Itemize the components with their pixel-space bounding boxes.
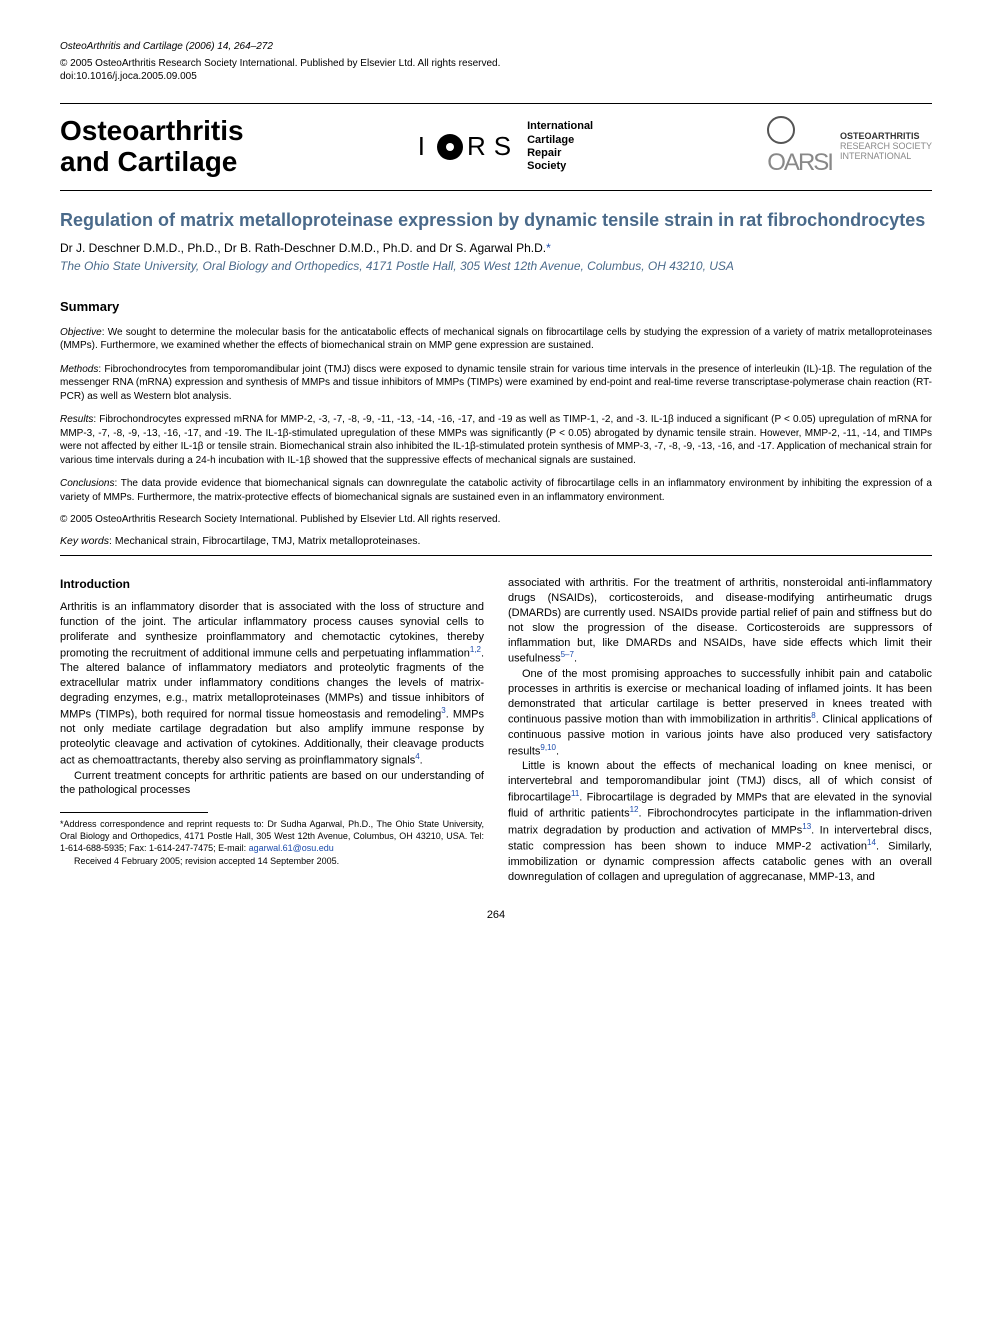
- abstract-objective: Objective: We sought to determine the mo…: [60, 326, 932, 353]
- icrs-letter-s: S: [494, 131, 519, 162]
- authors: Dr J. Deschner D.M.D., Ph.D., Dr B. Rath…: [60, 241, 932, 255]
- p1-d: .: [420, 755, 423, 767]
- icrs-text-3: Repair: [527, 147, 593, 160]
- icrs-dot-icon: [437, 134, 463, 160]
- results-label: Results: [60, 414, 93, 425]
- icrs-letters: I R S: [418, 131, 519, 162]
- objective-label: Objective: [60, 327, 102, 338]
- col2-para-1: associated with arthritis. For the treat…: [508, 576, 932, 667]
- journal-name: OsteoArthritis and Cartilage: [60, 41, 183, 52]
- oarsi-text: OSTEOARTHRITIS RESEARCH SOCIETY INTERNAT…: [840, 132, 932, 162]
- methods-text: : Fibrochondrocytes from temporomandibul…: [60, 364, 932, 402]
- col2-para-3: Little is known about the effects of mec…: [508, 759, 932, 884]
- abstract-copyright: © 2005 OsteoArthritis Research Society I…: [60, 514, 932, 525]
- intro-para-1: Arthritis is an inflammatory disorder th…: [60, 600, 484, 768]
- keywords: Key words: Mechanical strain, Fibrocarti…: [60, 535, 932, 547]
- keywords-text: : Mechanical strain, Fibrocartilage, TMJ…: [109, 535, 420, 547]
- footnote-rule: [60, 812, 208, 813]
- icrs-text-1: International: [527, 120, 593, 133]
- banner-title-line2: and Cartilage: [60, 147, 244, 178]
- footnote-email[interactable]: agarwal.61@osu.edu: [249, 843, 334, 853]
- ref-14[interactable]: 14: [867, 838, 876, 847]
- banner-title-line1: Osteoarthritis: [60, 116, 244, 147]
- column-right: associated with arthritis. For the treat…: [508, 576, 932, 884]
- authors-text: Dr J. Deschner D.M.D., Ph.D., Dr B. Rath…: [60, 241, 546, 255]
- abstract-results: Results: Fibrochondrocytes expressed mRN…: [60, 413, 932, 467]
- icrs-text-2: Cartilage: [527, 134, 593, 147]
- header-meta: OsteoArthritis and Cartilage (2006) 14, …: [60, 40, 932, 83]
- icrs-letter-i: I: [418, 131, 433, 162]
- icrs-text-4: Society: [527, 160, 593, 173]
- corresponding-mark: *: [546, 241, 551, 255]
- correspondence-footnote: *Address correspondence and reprint requ…: [60, 819, 484, 854]
- summary-heading: Summary: [60, 299, 932, 314]
- abstract-conclusions: Conclusions: The data provide evidence t…: [60, 477, 932, 504]
- received-footnote: Received 4 February 2005; revision accep…: [60, 856, 484, 868]
- oarsi-logo-wrap: OARSI: [767, 116, 832, 177]
- p1-a: Arthritis is an inflammatory disorder th…: [60, 601, 484, 659]
- results-text: : Fibrochondrocytes expressed mRNA for M…: [60, 414, 932, 466]
- body-columns: Introduction Arthritis is an inflammator…: [60, 576, 932, 884]
- c2p1-b: .: [574, 653, 577, 665]
- objective-text: : We sought to determine the molecular b…: [60, 327, 932, 352]
- introduction-heading: Introduction: [60, 576, 484, 592]
- year-volume: (2006) 14, 264–272: [186, 41, 273, 52]
- oarsi-logo: OARSI: [767, 149, 832, 177]
- section-divider: [60, 555, 932, 556]
- affiliation: The Ohio State University, Oral Biology …: [60, 259, 932, 275]
- abstract-methods: Methods: Fibrochondrocytes from temporom…: [60, 363, 932, 404]
- ref-5-7[interactable]: 5–7: [561, 650, 574, 659]
- ref-13[interactable]: 13: [802, 822, 811, 831]
- page-number: 264: [60, 909, 932, 921]
- ref-9-10[interactable]: 9,10: [540, 743, 556, 752]
- keywords-label: Key words: [60, 535, 109, 547]
- article-title: Regulation of matrix metalloproteinase e…: [60, 209, 932, 232]
- icrs-letter-r: R: [467, 131, 494, 162]
- intro-para-2: Current treatment concepts for arthritic…: [60, 769, 484, 799]
- col2-para-2: One of the most promising approaches to …: [508, 667, 932, 759]
- conclusions-label: Conclusions: [60, 478, 114, 489]
- methods-label: Methods: [60, 364, 98, 375]
- column-left: Introduction Arthritis is an inflammator…: [60, 576, 484, 884]
- oarsi-text-3: INTERNATIONAL: [840, 152, 932, 162]
- c2p2-c: .: [556, 745, 559, 757]
- header-doi: doi:10.1016/j.joca.2005.09.005: [60, 70, 932, 83]
- journal-banner: Osteoarthritis and Cartilage I R S Inter…: [60, 103, 932, 191]
- oarsi-block: OARSI OSTEOARTHRITIS RESEARCH SOCIETY IN…: [767, 116, 932, 177]
- banner-title: Osteoarthritis and Cartilage: [60, 116, 244, 178]
- icrs-text: International Cartilage Repair Society: [527, 120, 593, 173]
- icrs-block: I R S International Cartilage Repair Soc…: [418, 120, 593, 173]
- ref-1-2[interactable]: 1,2: [470, 645, 481, 654]
- conclusions-text: : The data provide evidence that biomech…: [60, 478, 932, 503]
- header-copyright: © 2005 OsteoArthritis Research Society I…: [60, 57, 932, 70]
- globe-icon: [767, 116, 795, 144]
